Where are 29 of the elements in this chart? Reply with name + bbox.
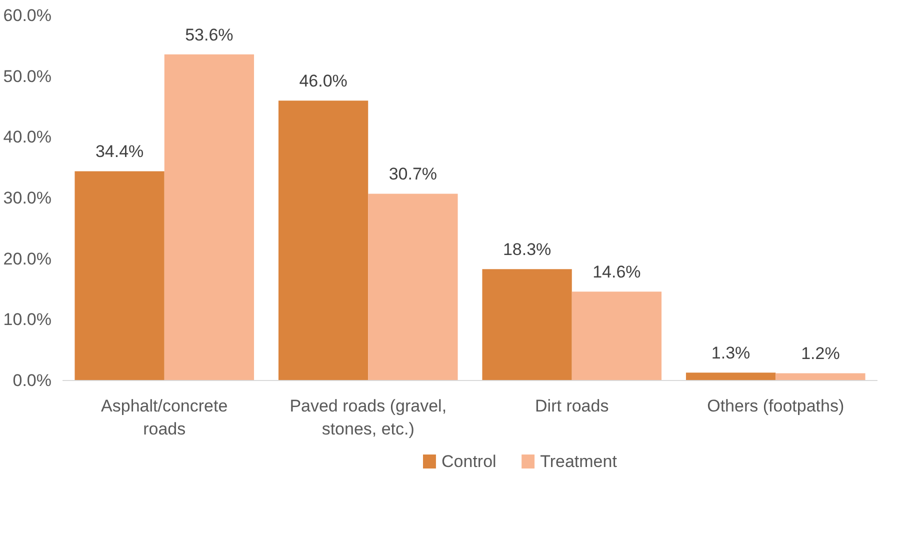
bar xyxy=(686,372,776,380)
data-label: 34.4% xyxy=(95,142,144,162)
bar xyxy=(74,171,164,380)
data-label: 53.6% xyxy=(185,25,234,44)
data-label: 1.2% xyxy=(801,344,840,364)
legend-label: Treatment xyxy=(540,452,618,471)
data-label: 18.3% xyxy=(502,240,552,260)
y-tick-label: 0.0% xyxy=(12,371,52,390)
data-label: 1.3% xyxy=(711,344,750,363)
legend-label: Control xyxy=(442,452,496,471)
bar xyxy=(368,194,458,380)
x-tick-label: Asphalt/concrete roads xyxy=(101,396,228,438)
bar xyxy=(278,100,368,380)
y-tick-label: 50.0% xyxy=(3,66,52,86)
x-tick-label: Paved roads (gravel, stones, etc.) xyxy=(290,396,447,438)
data-label: 30.7% xyxy=(388,164,438,184)
y-tick-label: 30.0% xyxy=(3,188,52,208)
x-tick-label: Dirt roads xyxy=(535,396,609,416)
data-label: 46.0% xyxy=(299,72,348,91)
y-tick-label: 10.0% xyxy=(3,310,52,330)
data-label: 14.6% xyxy=(592,262,641,282)
y-tick-label: 40.0% xyxy=(3,128,52,147)
bar xyxy=(776,373,866,380)
bar xyxy=(164,54,254,380)
x-tick-label: Others (footpaths) xyxy=(707,396,844,416)
bar xyxy=(572,292,662,380)
y-tick-label: 20.0% xyxy=(3,249,52,268)
y-tick-label: 60.0% xyxy=(3,6,52,25)
bar xyxy=(482,269,572,380)
